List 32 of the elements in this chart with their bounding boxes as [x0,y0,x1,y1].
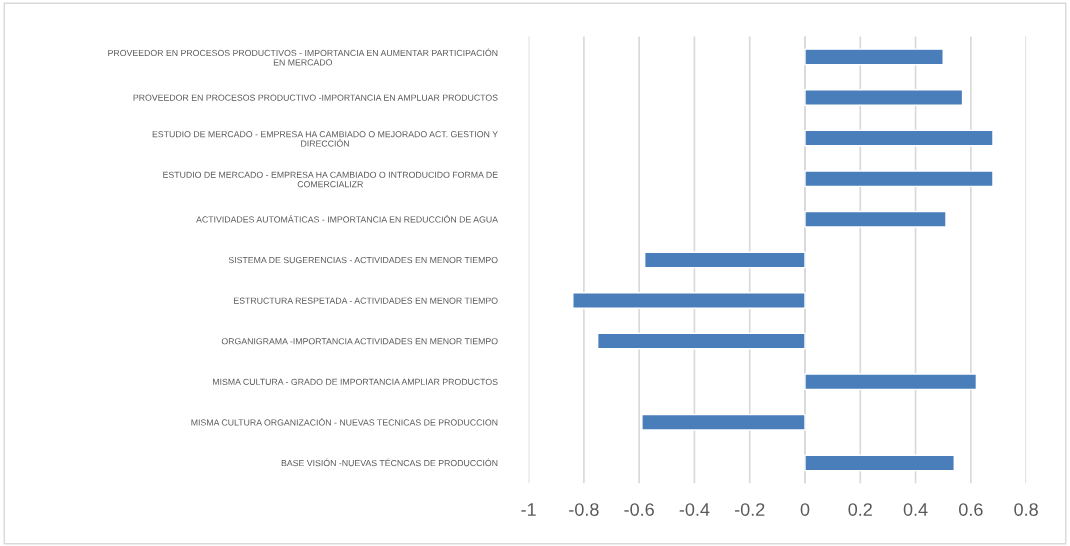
x-tick-label: 0.2 [848,503,872,516]
bar [804,454,955,472]
y-tick-label: MISMA CULTURA ORGANIZACIÓN - NUEVAS TECNICAS DE PRODUCCION [191,417,498,426]
bar [643,251,806,269]
bar [804,129,994,147]
y-tick-label: ACTIVIDADES AUTOMÁTICAS - IMPORTANCIA EN REDUCCIÓN DE AGUA [196,214,498,223]
bar [572,292,806,309]
x-tick-label: -0.6 [624,503,654,516]
y-tick-label: ORGANIGRAMA -IMPORTANCIA ACTIVIDADES EN MENOR TIEMPO [221,338,498,345]
x-tick-label: -0.4 [679,503,710,516]
y-tick-label: ESTUDIO DE MERCADO - EMPRESA HA CAMBIADO O INTRODUCIDO FORMA DE COMERCIALIZR [163,171,498,188]
y-tick-label: ESTUDIO DE MERCADO - EMPRESA HA CAMBIADO O MEJORADO ACT. GESTION Y DIRECCIÓN [152,131,498,147]
x-tick-label: 0 [800,503,810,516]
x-tick-label: -1 [521,503,536,516]
bar [641,413,806,431]
y-tick-label: ESTRUCTURA RESPETADA - ACTIVIDADES EN MENOR TIEMPO [234,297,498,304]
bar [804,170,994,188]
bar [804,210,947,228]
y-tick-label: PROVEEDOR EN PROCESOS PRODUCTIVO -IMPORTANCIA EN AMPLUAR PRODUCTOS [133,94,498,101]
y-tick-label: PROVEEDOR EN PROCESOS PRODUCTIVOS - IMPORTANCIA EN AUMENTAR PARTICIPACIÓN EN MERCADO [108,48,498,66]
x-tick-label: 0.8 [1014,503,1038,516]
y-tick-label: SISTEMA DE SUGERENCIAS - ACTIVIDADES EN MENOR TIEMPO [228,256,498,264]
x-tick-label: 0.4 [903,503,928,516]
x-tick-label: -0.2 [734,503,765,516]
y-tick-label: MISMA CULTURA - GRADO DE IMPORTANCIA AMPLIAR PRODUCTOS [213,378,498,385]
y-tick-label: BASE VISIÓN -NUEVAS TÉCNCAS DE PRODUCCIÓN [281,458,498,467]
bar [596,332,806,350]
x-tick-label: 0.6 [959,503,983,516]
x-tick-label: -0.8 [569,503,599,516]
bar [804,89,964,106]
bar [804,373,978,391]
bar [804,48,944,66]
